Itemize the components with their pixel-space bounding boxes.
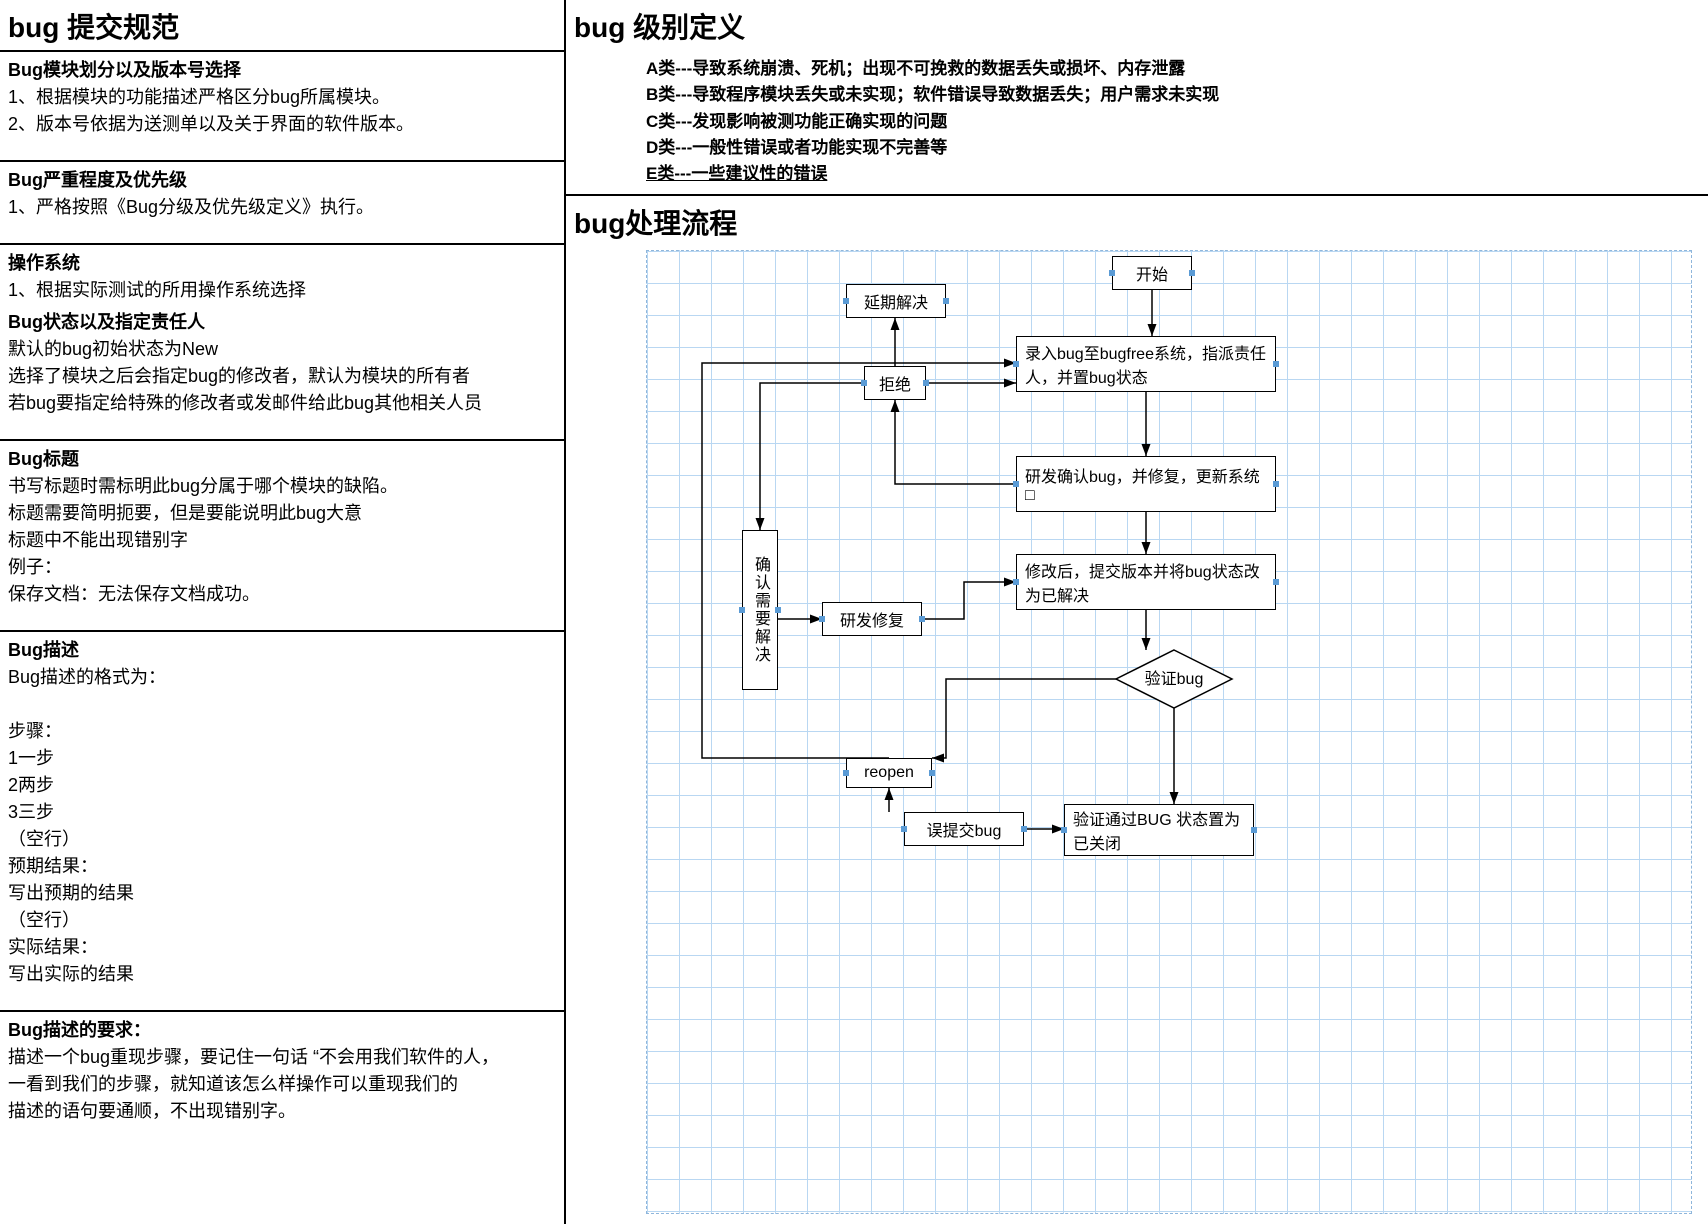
resize-handle <box>923 380 929 386</box>
resize-handle <box>1013 481 1019 487</box>
section-heading: Bug模块划分以及版本号选择 <box>0 50 564 84</box>
text-line: 保存文档：无法保存文档成功。 <box>8 581 556 608</box>
flow-node-close: 验证通过BUG 状态置为已关闭 <box>1064 804 1254 856</box>
text-line: 1、根据实际测试的所用操作系统选择 <box>8 277 556 304</box>
text-line <box>8 691 556 718</box>
text-line: 书写标题时需标明此bug分属于哪个模块的缺陷。 <box>8 473 556 500</box>
resize-handle <box>929 770 935 776</box>
text-line: 写出预期的结果 <box>8 880 556 907</box>
flowchart: 验证bug 开始录入bug至bugfree系统，指派责任人，并置bug状态研发确… <box>646 250 1692 1214</box>
flow-node-need: 确认需要解决 <box>742 530 778 690</box>
text-line: 实际结果： <box>8 934 556 961</box>
flow-node-enter: 录入bug至bugfree系统，指派责任人，并置bug状态 <box>1016 336 1276 392</box>
section-heading: Bug标题 <box>0 439 564 473</box>
resize-handle <box>1189 270 1195 276</box>
level-title: bug 级别定义 <box>566 0 1708 50</box>
text-line: 选择了模块之后会指定bug的修改者，默认为模块的所有者 <box>8 363 556 390</box>
resize-handle <box>919 616 925 622</box>
left-title: bug 提交规范 <box>0 0 564 50</box>
section-body: 书写标题时需标明此bug分属于哪个模块的缺陷。标题需要简明扼要，但是要能说明此b… <box>0 473 564 608</box>
resize-handle <box>843 298 849 304</box>
section-body: 1、根据实际测试的所用操作系统选择 <box>0 277 564 304</box>
flow-title: bug处理流程 <box>566 196 1708 246</box>
text-line: 默认的bug初始状态为New <box>8 336 556 363</box>
resize-handle <box>739 607 745 613</box>
flow-node-start: 开始 <box>1112 256 1192 290</box>
level-line: D类---一般性错误或者功能实现不完善等 <box>646 135 1700 161</box>
text-line: 1一步 <box>8 745 556 772</box>
resize-handle <box>1273 579 1279 585</box>
section-body: 1、根据模块的功能描述严格区分bug所属模块。2、版本号依据为送测单以及关于界面… <box>0 84 564 138</box>
resize-handle <box>1061 827 1067 833</box>
section-body: 描述一个bug重现步骤，要记住一句话 “不会用我们软件的人，一看到我们的步骤，就… <box>0 1044 564 1125</box>
section-body: Bug描述的格式为： 步骤：1一步2两步3三步（空行）预期结果：写出预期的结果（… <box>0 664 564 988</box>
text-line: 例子： <box>8 554 556 581</box>
flow-node-reopen: reopen <box>846 758 932 788</box>
text-line: 1、根据模块的功能描述严格区分bug所属模块。 <box>8 84 556 111</box>
right-panel: bug 级别定义 A类---导致系统崩溃、死机；出现不可挽救的数据丢失或损坏、内… <box>566 0 1708 1224</box>
left-panel: bug 提交规范 Bug模块划分以及版本号选择1、根据模块的功能描述严格区分bu… <box>0 0 566 1224</box>
resize-handle <box>1021 826 1027 832</box>
resize-handle <box>1273 361 1279 367</box>
text-line: （空行） <box>8 907 556 934</box>
text-line: 标题中不能出现错别字 <box>8 527 556 554</box>
section-heading: 操作系统 <box>0 243 564 277</box>
section-heading: Bug描述 <box>0 630 564 664</box>
text-line: 描述一个bug重现步骤，要记住一句话 “不会用我们软件的人， <box>8 1044 556 1071</box>
resize-handle <box>1273 481 1279 487</box>
flow-node-delay: 延期解决 <box>846 284 946 318</box>
resize-handle <box>943 298 949 304</box>
resize-handle <box>819 616 825 622</box>
resize-handle <box>775 607 781 613</box>
text-line: （空行） <box>8 826 556 853</box>
section-heading: Bug状态以及指定责任人 <box>0 304 564 336</box>
level-list: A类---导致系统崩溃、死机；出现不可挽救的数据丢失或损坏、内存泄露B类---导… <box>566 50 1708 188</box>
flow-grid <box>646 250 1692 1214</box>
text-line: 标题需要简明扼要，但是要能说明此bug大意 <box>8 500 556 527</box>
level-line: C类---发现影响被测功能正确实现的问题 <box>646 109 1700 135</box>
resize-handle <box>1109 270 1115 276</box>
resize-handle <box>1013 361 1019 367</box>
text-line: 一看到我们的步骤，就知道该怎么样操作可以重现我们的 <box>8 1071 556 1098</box>
level-section: bug 级别定义 A类---导致系统崩溃、死机；出现不可挽救的数据丢失或损坏、内… <box>566 0 1708 196</box>
resize-handle <box>901 826 907 832</box>
text-line: 描述的语句要通顺，不出现错别字。 <box>8 1098 556 1125</box>
text-line: Bug描述的格式为： <box>8 664 556 691</box>
resize-handle <box>843 770 849 776</box>
flow-node-reject: 拒绝 <box>864 366 926 400</box>
level-line: B类---导致程序模块丢失或未实现；软件错误导致数据丢失；用户需求未实现 <box>646 82 1700 108</box>
section-heading: Bug描述的要求： <box>0 1010 564 1044</box>
text-line: 2两步 <box>8 772 556 799</box>
level-line: A类---导致系统崩溃、死机；出现不可挽救的数据丢失或损坏、内存泄露 <box>646 56 1700 82</box>
resize-handle <box>861 380 867 386</box>
text-line: 步骤： <box>8 718 556 745</box>
text-line: 若bug要指定给特殊的修改者或发邮件给此bug其他相关人员 <box>8 390 556 417</box>
flow-node-submit: 修改后，提交版本并将bug状态改为已解决 <box>1016 554 1276 610</box>
flow-node-confirm: 研发确认bug，并修复，更新系统 □ <box>1016 456 1276 512</box>
resize-handle <box>1251 827 1257 833</box>
flow-node-fix: 研发修复 <box>822 602 922 636</box>
flow-node-mis: 误提交bug <box>904 812 1024 846</box>
text-line: 预期结果： <box>8 853 556 880</box>
section-heading: Bug严重程度及优先级 <box>0 160 564 194</box>
text-line: 1、严格按照《Bug分级及优先级定义》执行。 <box>8 194 556 221</box>
text-line: 3三步 <box>8 799 556 826</box>
text-line: 2、版本号依据为送测单以及关于界面的软件版本。 <box>8 111 556 138</box>
section-body: 1、严格按照《Bug分级及优先级定义》执行。 <box>0 194 564 221</box>
level-line: E类---一些建议性的错误 <box>646 161 1700 187</box>
text-line: 写出实际的结果 <box>8 961 556 988</box>
resize-handle <box>1013 579 1019 585</box>
section-body: 默认的bug初始状态为New选择了模块之后会指定bug的修改者，默认为模块的所有… <box>0 336 564 417</box>
